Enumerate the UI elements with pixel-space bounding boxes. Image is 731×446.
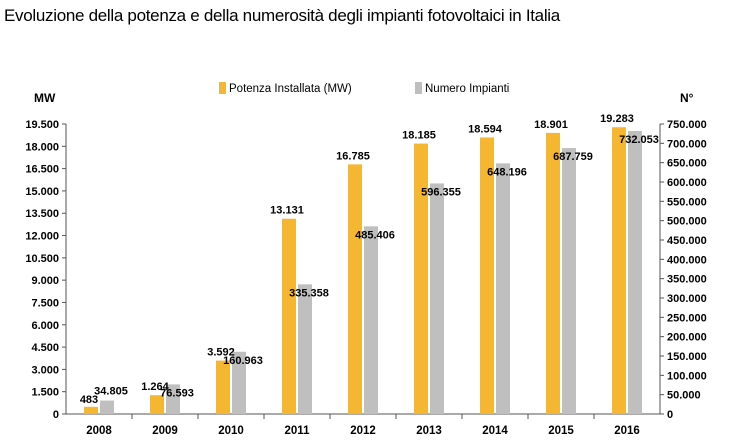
data-label-potenza: 1.264	[141, 381, 169, 393]
right-tick-label: 250.000	[667, 312, 707, 324]
bar-potenza	[84, 406, 98, 414]
legend-label-potenza: Potenza Installata (MW)	[229, 83, 352, 95]
left-tick-label: 9.000	[31, 275, 59, 287]
legend-swatch-potenza	[219, 82, 226, 94]
data-label-impianti: 160.963	[223, 355, 263, 367]
left-tick-label: 0	[53, 409, 59, 421]
right-tick-label: 750.000	[667, 119, 707, 131]
bar-impianti	[430, 183, 444, 414]
data-label-impianti: 76.593	[160, 387, 194, 399]
bar-impianti	[232, 351, 246, 414]
legend-label-impianti: Numero Impianti	[425, 83, 509, 95]
bar-potenza	[150, 395, 164, 414]
left-tick-label: 3.000	[31, 364, 59, 376]
data-label-impianti: 34.805	[94, 386, 128, 398]
data-label-impianti: 687.759	[553, 151, 593, 163]
bar-impianti	[628, 130, 642, 414]
x-tick-label: 2015	[548, 425, 574, 437]
left-tick-label: 7.500	[31, 297, 59, 309]
x-tick-label: 2010	[218, 425, 244, 437]
right-tick-label: 200.000	[667, 332, 707, 344]
left-tick-label: 1.500	[31, 387, 59, 399]
right-tick-label: 500.000	[667, 216, 707, 228]
right-tick-label: 400.000	[667, 254, 707, 266]
legend-swatch-impianti	[415, 82, 422, 94]
data-label-potenza: 483	[80, 394, 98, 406]
right-tick-label: 450.000	[667, 235, 707, 247]
right-tick-label: 300.000	[667, 293, 707, 305]
chart-legend: Potenza Installata (MW) Numero Impianti	[219, 82, 509, 95]
bar-impianti	[562, 148, 576, 414]
data-label-impianti: 596.355	[421, 186, 461, 198]
left-tick-label: 16.500	[25, 164, 59, 176]
left-axis-unit: MW	[34, 91, 56, 105]
data-label-potenza: 18.901	[534, 119, 568, 131]
chart-title: Evoluzione della potenza e della numeros…	[4, 6, 560, 25]
left-tick-label: 13.500	[25, 208, 59, 220]
x-tick-label: 2008	[86, 425, 112, 437]
chart-bars	[84, 127, 642, 415]
left-tick-label: 10.500	[25, 253, 59, 265]
data-label-impianti: 485.406	[355, 229, 395, 241]
left-tick-label: 18.000	[25, 141, 59, 153]
bar-potenza	[216, 360, 230, 414]
right-tick-label: 650.000	[667, 158, 707, 170]
bar-potenza	[546, 132, 560, 414]
data-label-potenza: 13.131	[270, 205, 304, 217]
data-label-potenza: 16.785	[336, 150, 370, 162]
data-label-potenza: 19.283	[600, 113, 634, 125]
bar-impianti	[298, 284, 312, 414]
left-tick-label: 15.000	[25, 186, 59, 198]
bar-potenza	[348, 164, 362, 414]
data-label-impianti: 335.358	[289, 287, 329, 299]
data-label-impianti: 732.053	[619, 134, 659, 146]
bar-impianti	[100, 400, 114, 414]
x-tick-label: 2011	[285, 425, 311, 437]
bar-potenza	[480, 137, 494, 414]
left-tick-label: 6.000	[31, 320, 59, 332]
data-label-impianti: 648.196	[487, 166, 527, 178]
right-tick-label: 600.000	[667, 177, 707, 189]
left-tick-label: 4.500	[31, 342, 59, 354]
right-tick-label: 350.000	[667, 274, 707, 286]
right-tick-label: 550.000	[667, 196, 707, 208]
x-tick-label: 2013	[416, 425, 442, 437]
right-tick-label: 700.000	[667, 138, 707, 150]
right-axis-unit: N°	[680, 91, 694, 105]
bar-impianti	[496, 163, 510, 414]
bar-potenza	[612, 127, 626, 415]
bar-potenza	[414, 143, 428, 415]
x-tick-label: 2009	[152, 425, 178, 437]
left-tick-label: 12.000	[25, 231, 59, 243]
x-tick-label: 2016	[614, 425, 640, 437]
data-label-potenza: 3.592	[207, 347, 235, 359]
chart-axes: 0 1.500 3.000 4.500 6.000 7.500 9.000 10.500 12.…	[25, 91, 706, 437]
right-tick-label: 50.000	[667, 390, 701, 402]
x-tick-label: 2012	[350, 425, 376, 437]
right-tick-label: 0	[667, 409, 673, 421]
bar-potenza	[282, 218, 296, 414]
right-tick-label: 150.000	[667, 351, 707, 363]
x-tick-label: 2014	[482, 425, 508, 437]
right-tick-label: 100.000	[667, 370, 707, 382]
left-tick-label: 19.500	[25, 119, 59, 131]
data-label-potenza: 18.594	[468, 123, 503, 135]
data-label-potenza: 18.185	[402, 130, 436, 142]
bar-impianti	[166, 384, 180, 414]
bar-impianti	[364, 226, 378, 414]
